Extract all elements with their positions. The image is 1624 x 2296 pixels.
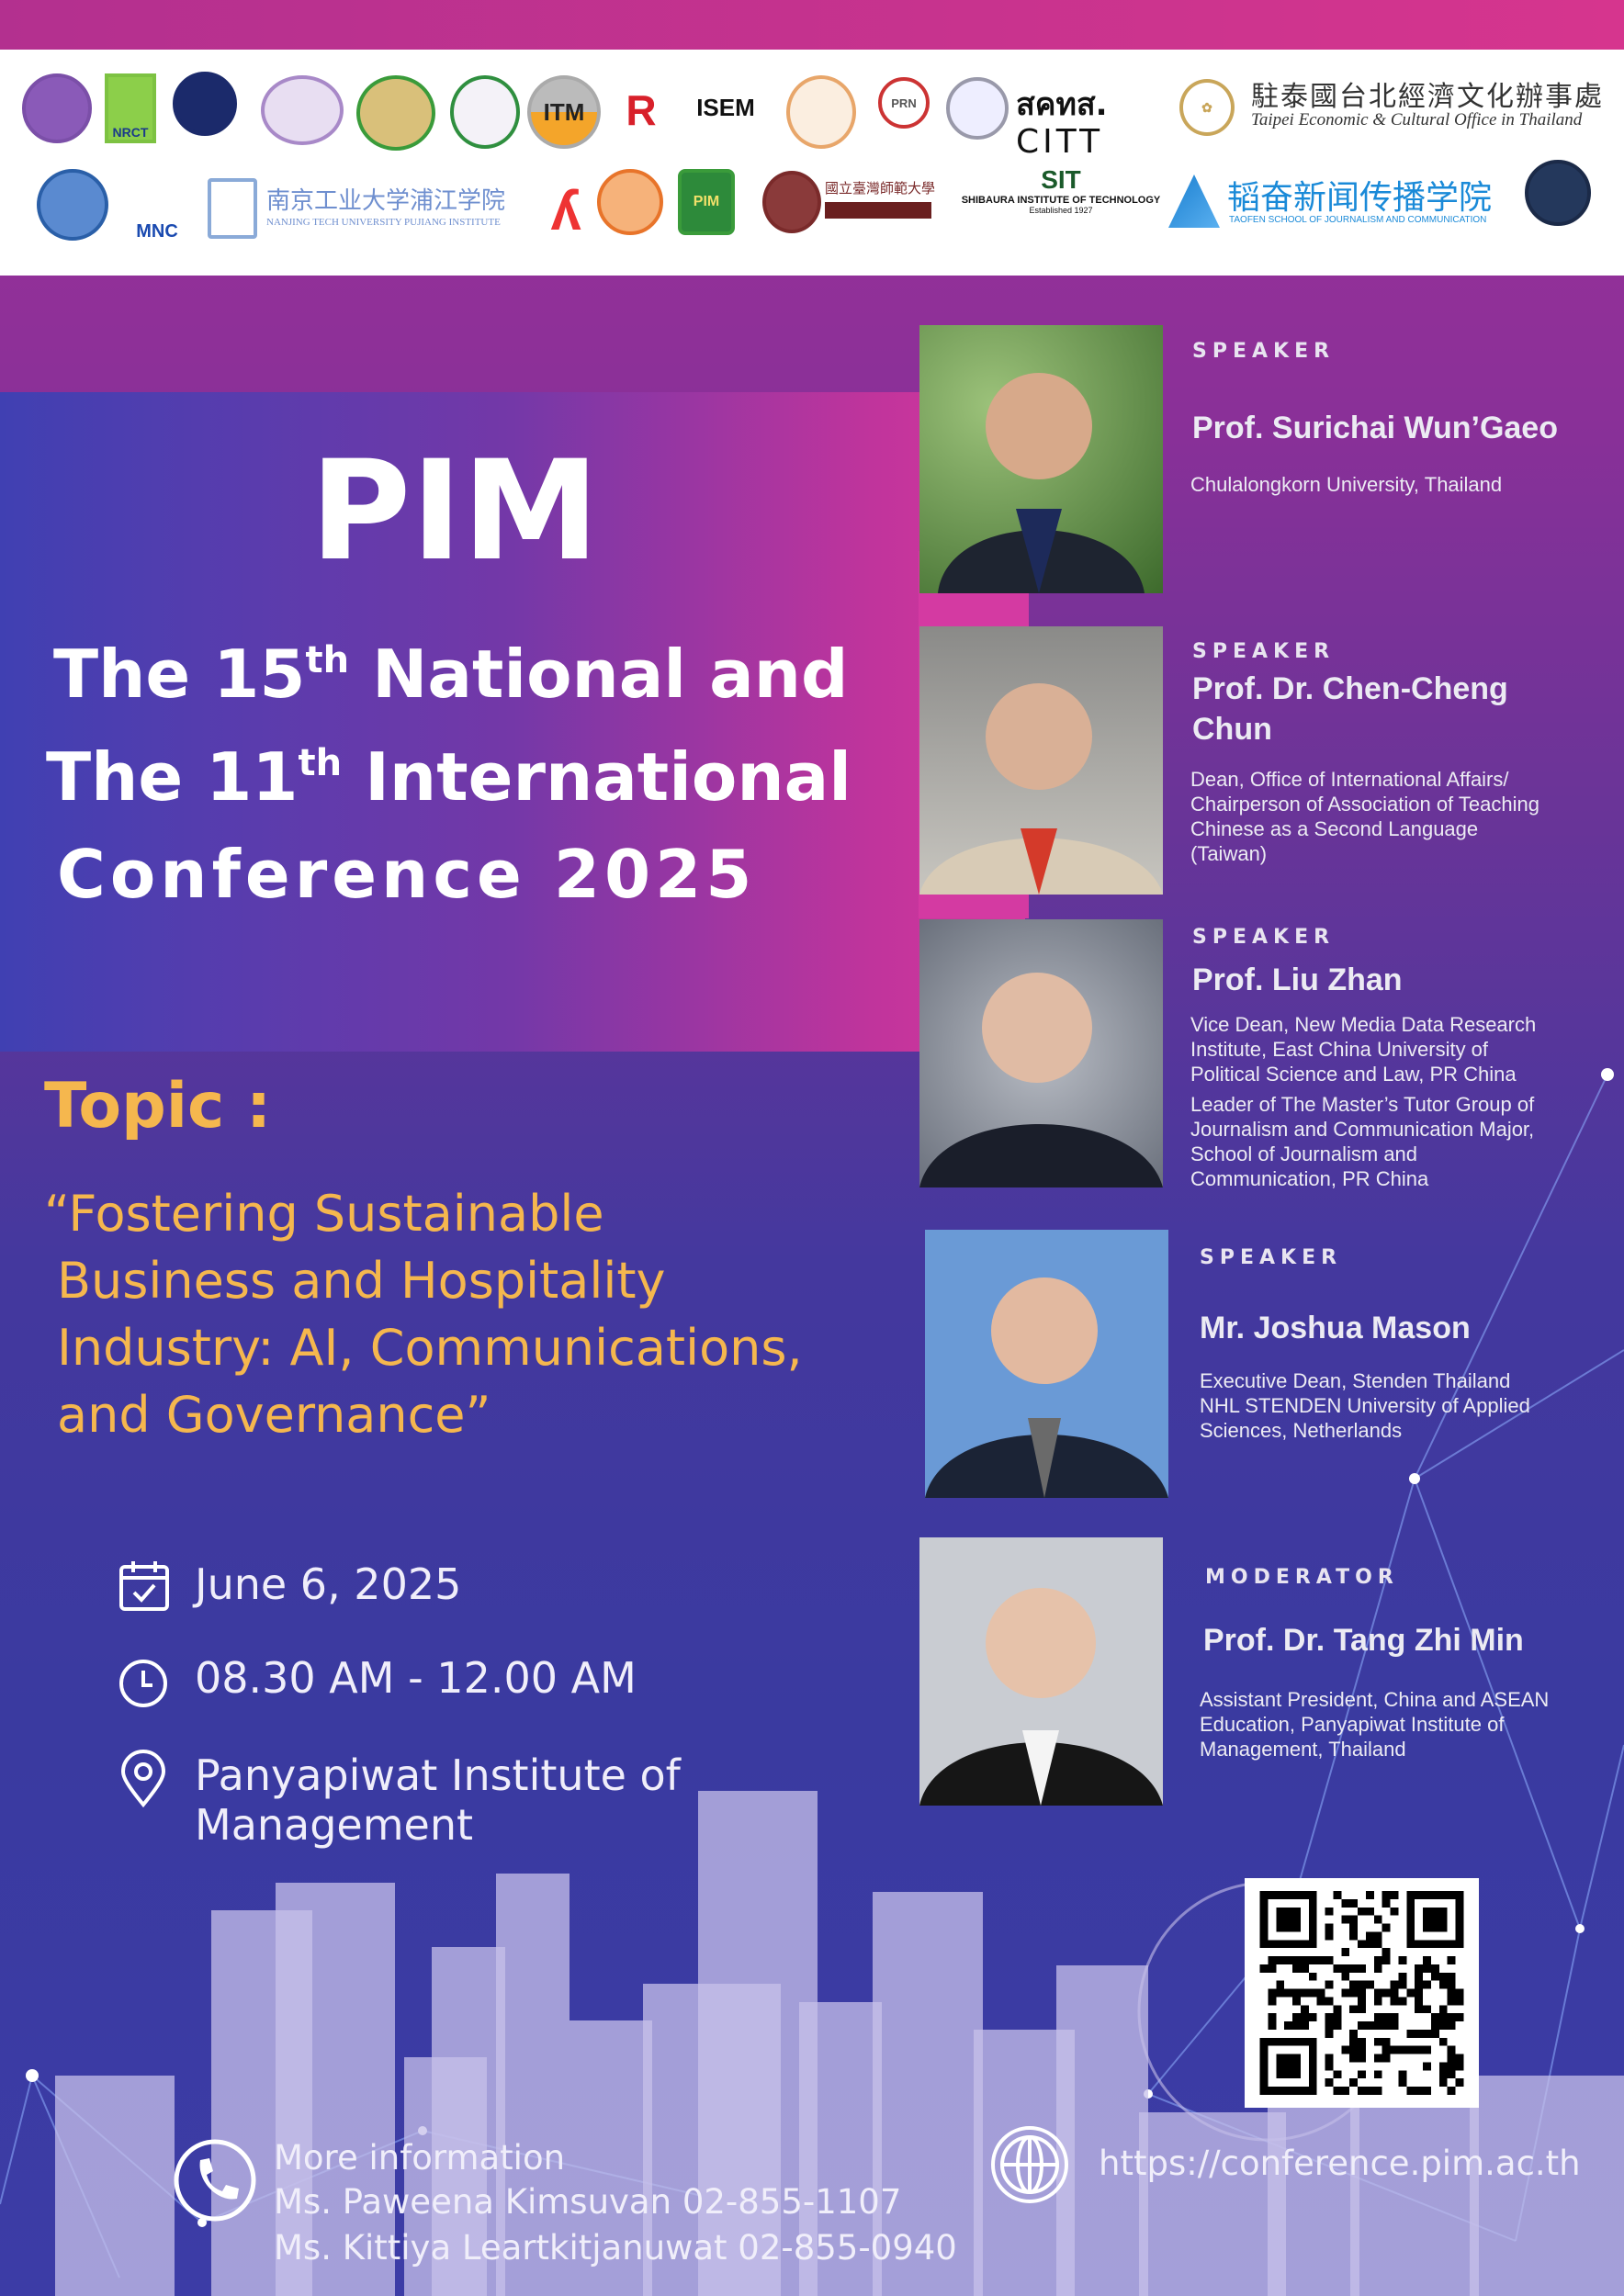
- speaker-role: SPEAKER: [1192, 640, 1336, 663]
- website-link[interactable]: https://conference.pim.ac.th: [1099, 2144, 1581, 2183]
- logo-seal: [37, 169, 108, 241]
- event-date: June 6, 2025: [195, 1559, 462, 1609]
- speaker-photo: [925, 1230, 1168, 1498]
- phone-icon: [174, 2139, 256, 2222]
- qr-code[interactable]: [1245, 1878, 1479, 2108]
- logo-seal: [597, 169, 663, 235]
- logo-dancer: ʎ: [550, 179, 581, 242]
- org-title: PIM: [310, 432, 600, 591]
- speaker-affiliation: Vice Dean, New Media Data Research Instit…: [1190, 1013, 1537, 1190]
- logo-teco: ✿: [1179, 79, 1235, 136]
- logo-isem: ISEM: [696, 93, 755, 121]
- speaker-affiliation: Dean, Office of International Affairs/Ch…: [1190, 768, 1539, 865]
- topic-line: “Fostering Sustainable: [44, 1185, 604, 1243]
- speaker-role: SPEAKER: [1192, 340, 1336, 363]
- partner-logos-strip: NRCT ITM R ISEM PRN สคทส. CITT ✿ 駐泰國台北經濟文…: [0, 50, 1624, 276]
- logo-itm: ITM: [527, 75, 601, 149]
- event-title-line1: The 15th National and: [53, 636, 849, 713]
- speaker-role: SPEAKER: [1200, 1246, 1343, 1269]
- topic-line: Business and Hospitality: [57, 1252, 666, 1310]
- logo-seal: [450, 75, 520, 149]
- logo-sit: SIT SHIBAURA INSTITUTE OF TECHNOLOGY Estab…: [961, 165, 1161, 215]
- calendar-icon: [119, 1561, 169, 1611]
- speaker-affiliation: Chulalongkorn University, Thailand: [1190, 473, 1503, 496]
- event-title-line2: The 11th International: [46, 738, 851, 816]
- logo-taofen: [1168, 174, 1220, 228]
- logo-seal: [356, 75, 435, 151]
- logo-seal: [786, 75, 856, 149]
- speaker-name: Mr. Joshua Mason: [1200, 1311, 1471, 1345]
- moderator-role: MODERATOR: [1205, 1566, 1399, 1589]
- logo-ntnu: [762, 171, 821, 233]
- location-pin-icon: [120, 1750, 166, 1808]
- logo-nanjing-crest: [208, 178, 257, 239]
- event-venue: Panyapiwat Institute of: [195, 1750, 681, 1800]
- logo-mnc: MNC: [136, 221, 178, 242]
- speaker-role: SPEAKER: [1192, 926, 1336, 949]
- logo-citt: สคทส. CITT: [1016, 86, 1108, 161]
- clock-icon: [119, 1660, 167, 1707]
- topic-line: Industry: AI, Communications,: [57, 1319, 803, 1377]
- contact-person: Ms. Kittiya Leartkitjanuwat 02-855-0940: [274, 2228, 957, 2268]
- speaker-name: Prof. Dr. Chen-Cheng Chun: [1192, 671, 1508, 747]
- event-time: 08.30 AM - 12.00 AM: [195, 1653, 637, 1703]
- skyline-network-graphic: [0, 1068, 1624, 2296]
- globe-icon: [991, 2126, 1068, 2203]
- logo-nrct: NRCT: [105, 73, 156, 143]
- speaker-photo: [919, 919, 1163, 1187]
- logo-seal: [261, 75, 344, 145]
- topic-line: and Governance”: [57, 1386, 491, 1444]
- logo-ntnu-bar: [825, 202, 931, 219]
- logo-seal: [1525, 160, 1591, 226]
- topic-label: Topic :: [44, 1070, 272, 1142]
- logo-seal: [173, 72, 237, 136]
- logo-prn: PRN: [878, 77, 930, 129]
- title-panel: [0, 392, 1025, 1052]
- top-bar: [0, 0, 1624, 50]
- speaker-name: Prof. Liu Zhan: [1192, 962, 1403, 997]
- speaker-photo: [919, 325, 1163, 593]
- event-venue: Management: [195, 1800, 474, 1850]
- moderator-name: Prof. Dr. Tang Zhi Min: [1203, 1623, 1524, 1658]
- logo-seal: [946, 77, 1009, 140]
- logo-rattanakosin: R: [626, 86, 657, 134]
- moderator-affiliation: Assistant President, China and ASEAN Educ…: [1200, 1688, 1550, 1761]
- event-title-line3: Conference 2025: [57, 836, 757, 913]
- contact-person: Ms. Paweena Kimsuvan 02-855-1107: [274, 2182, 902, 2222]
- speaker-photo: [919, 626, 1163, 895]
- logo-pim: PIM: [678, 169, 735, 235]
- speaker-name: Prof. Surichai Wun’Gaeo: [1192, 411, 1558, 445]
- logo-seal: [22, 73, 92, 143]
- speaker-photo: [919, 1537, 1163, 1806]
- speaker-affiliation: Executive Dean, Stenden Thailand NHL STEN…: [1200, 1369, 1530, 1442]
- contact-heading: More information: [274, 2138, 566, 2178]
